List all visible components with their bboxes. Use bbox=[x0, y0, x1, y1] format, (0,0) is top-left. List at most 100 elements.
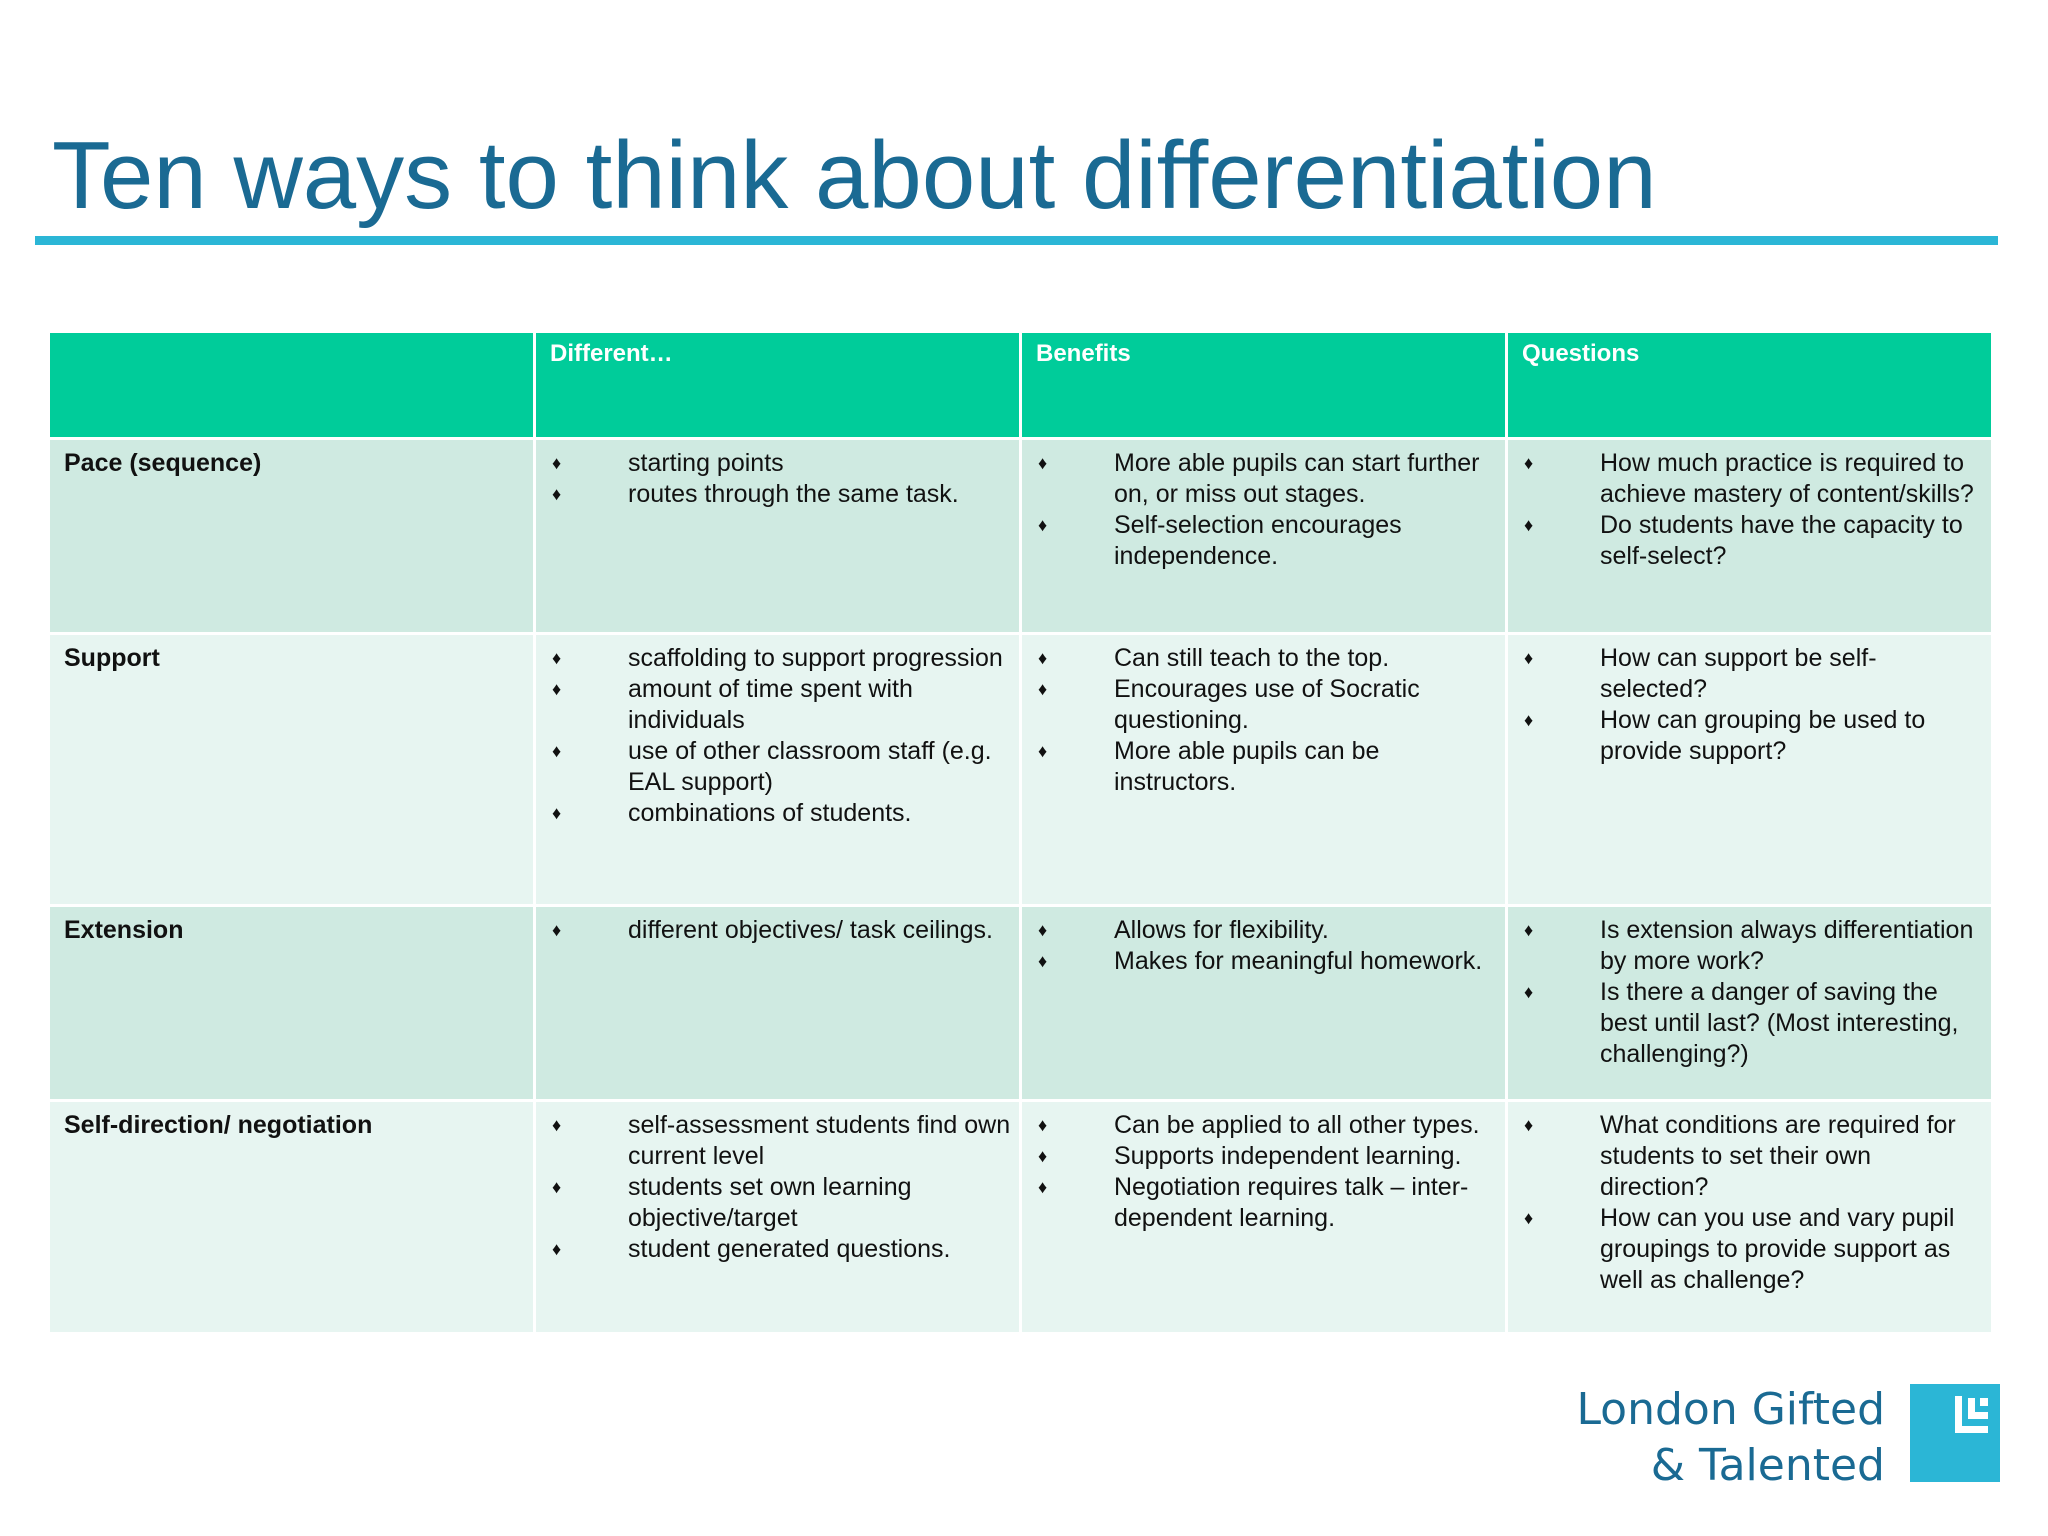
bullet-list: ♦ How can support be self-selected? ♦ How … bbox=[1522, 643, 1983, 767]
list-item-text: combinations of students. bbox=[628, 799, 912, 827]
list-item: ♦ scaffolding to support progression bbox=[550, 643, 1011, 674]
list-item-text: Can be applied to all other types. bbox=[1114, 1111, 1480, 1139]
differentiation-table: Different… Benefits Questions Pace (sequ… bbox=[47, 330, 1994, 1335]
list-item: ♦ What conditions are required for studen… bbox=[1522, 1110, 1983, 1203]
list-item-text: Is there a danger of saving the best unt… bbox=[1600, 978, 1959, 1068]
header-cell-blank bbox=[47, 330, 536, 440]
list-item-text: What conditions are required for student… bbox=[1600, 1111, 1956, 1201]
list-item: ♦ How can grouping be used to provide sup… bbox=[1522, 705, 1983, 767]
list-item-text: How can support be self-selected? bbox=[1600, 644, 1877, 703]
benefits-cell: ♦ Allows for flexibility. ♦ Makes for mean… bbox=[1019, 904, 1508, 1102]
list-item-text: More able pupils can be instructors. bbox=[1114, 737, 1380, 796]
list-item: ♦ Can still teach to the top. bbox=[1036, 643, 1497, 674]
list-item-text: How can you use and vary pupil groupings… bbox=[1600, 1204, 1955, 1294]
header-cell-benefits: Benefits bbox=[1019, 330, 1508, 440]
list-item: ♦ amount of time spent with individuals bbox=[550, 674, 1011, 736]
table-header-row: Different… Benefits Questions bbox=[47, 330, 1994, 440]
list-item-text: Makes for meaningful homework. bbox=[1114, 947, 1483, 975]
table-row: Self-direction/ negotiation ♦ self-assess… bbox=[47, 1099, 1994, 1335]
list-item: ♦ Allows for flexibility. bbox=[1036, 915, 1497, 946]
logo-line-2: & Talented bbox=[1650, 1440, 1885, 1491]
list-item-text: Self-selection encourages independence. bbox=[1114, 511, 1402, 570]
header-cell-different: Different… bbox=[533, 330, 1022, 440]
list-item: ♦ Is extension always differentiation by … bbox=[1522, 915, 1983, 977]
slide-title: Ten ways to think about differentiation bbox=[52, 122, 1657, 229]
bullet-list: ♦ self-assessment students find own curre… bbox=[550, 1110, 1011, 1265]
table-row: Pace (sequence) ♦ starting points ♦ routes… bbox=[47, 437, 1994, 635]
bullet-list: ♦ How much practice is required to achiev… bbox=[1522, 448, 1983, 572]
logo-mark-icon bbox=[1910, 1384, 2000, 1482]
london-gifted-talented-logo: London Gifted & Talented bbox=[1540, 1382, 2000, 1491]
list-item-text: More able pupils can start further on, o… bbox=[1114, 449, 1480, 508]
diamond-bullet-icon: ♦ bbox=[552, 920, 562, 940]
list-item-text: Do students have the capacity to self-se… bbox=[1600, 511, 1963, 570]
list-item: ♦ Can be applied to all other types. bbox=[1036, 1110, 1497, 1141]
benefits-cell: ♦ Can be applied to all other types. ♦ Sup… bbox=[1019, 1099, 1508, 1335]
diamond-bullet-icon: ♦ bbox=[1524, 453, 1534, 473]
list-item: ♦ self-assessment students find own curre… bbox=[550, 1110, 1011, 1172]
bullet-list: ♦ different objectives/ task ceilings. bbox=[550, 915, 1011, 946]
list-item-text: self-assessment students find own curren… bbox=[628, 1111, 1011, 1170]
logo-wordmark: London Gifted & Talented bbox=[1576, 1382, 1885, 1494]
list-item-text: Negotiation requires talk – inter-depend… bbox=[1114, 1173, 1469, 1232]
row-label: Support bbox=[47, 632, 536, 907]
list-item: ♦ routes through the same task. bbox=[550, 479, 1011, 510]
diamond-bullet-icon: ♦ bbox=[1524, 920, 1534, 940]
diamond-bullet-icon: ♦ bbox=[1524, 710, 1534, 730]
table-row: Extension ♦ different objectives/ task ce… bbox=[47, 904, 1994, 1102]
list-item: ♦ More able pupils can be instructors. bbox=[1036, 736, 1497, 798]
diamond-bullet-icon: ♦ bbox=[1038, 679, 1048, 699]
questions-cell: ♦ How much practice is required to achiev… bbox=[1505, 437, 1994, 635]
list-item: ♦ use of other classroom staff (e.g. EAL … bbox=[550, 736, 1011, 798]
list-item: ♦ How can support be self-selected? bbox=[1522, 643, 1983, 705]
benefits-cell: ♦ Can still teach to the top. ♦ Encourages… bbox=[1019, 632, 1508, 907]
list-item-text: Can still teach to the top. bbox=[1114, 644, 1390, 672]
list-item-text: amount of time spent with individuals bbox=[628, 675, 913, 734]
diamond-bullet-icon: ♦ bbox=[552, 1177, 562, 1197]
list-item-text: How can grouping be used to provide supp… bbox=[1600, 706, 1926, 765]
diamond-bullet-icon: ♦ bbox=[1524, 648, 1534, 668]
list-item-text: scaffolding to support progression bbox=[628, 644, 1003, 672]
list-item-text: student generated questions. bbox=[628, 1235, 951, 1263]
diamond-bullet-icon: ♦ bbox=[552, 803, 562, 823]
diamond-bullet-icon: ♦ bbox=[1524, 1208, 1534, 1228]
diamond-bullet-icon: ♦ bbox=[1038, 741, 1048, 761]
diamond-bullet-icon: ♦ bbox=[1524, 1115, 1534, 1135]
title-underline bbox=[35, 236, 1998, 245]
diamond-bullet-icon: ♦ bbox=[552, 1115, 562, 1135]
bullet-list: ♦ Can still teach to the top. ♦ Encourages… bbox=[1036, 643, 1497, 798]
diamond-bullet-icon: ♦ bbox=[1038, 515, 1048, 535]
bullet-list: ♦ What conditions are required for studen… bbox=[1522, 1110, 1983, 1296]
logo-line-1: London Gifted bbox=[1576, 1384, 1885, 1435]
differentiation-table-wrapper: Different… Benefits Questions Pace (sequ… bbox=[47, 330, 1994, 1335]
diamond-bullet-icon: ♦ bbox=[552, 1239, 562, 1259]
list-item: ♦ student generated questions. bbox=[550, 1234, 1011, 1265]
different-cell: ♦ scaffolding to support progression ♦ amo… bbox=[533, 632, 1022, 907]
list-item: ♦ combinations of students. bbox=[550, 798, 1011, 829]
diamond-bullet-icon: ♦ bbox=[1038, 1146, 1048, 1166]
list-item-text: different objectives/ task ceilings. bbox=[628, 916, 994, 944]
bullet-list: ♦ Can be applied to all other types. ♦ Sup… bbox=[1036, 1110, 1497, 1234]
row-label: Self-direction/ negotiation bbox=[47, 1099, 536, 1335]
benefits-cell: ♦ More able pupils can start further on, … bbox=[1019, 437, 1508, 635]
questions-cell: ♦ What conditions are required for studen… bbox=[1505, 1099, 1994, 1335]
list-item-text: Allows for flexibility. bbox=[1114, 916, 1329, 944]
diamond-bullet-icon: ♦ bbox=[1524, 982, 1534, 1002]
different-cell: ♦ different objectives/ task ceilings. bbox=[533, 904, 1022, 1102]
diamond-bullet-icon: ♦ bbox=[552, 648, 562, 668]
list-item-text: How much practice is required to achieve… bbox=[1600, 449, 1974, 508]
list-item: ♦ How can you use and vary pupil grouping… bbox=[1522, 1203, 1983, 1296]
row-label: Extension bbox=[47, 904, 536, 1102]
questions-cell: ♦ Is extension always differentiation by … bbox=[1505, 904, 1994, 1102]
diamond-bullet-icon: ♦ bbox=[1038, 1115, 1048, 1135]
list-item: ♦ Is there a danger of saving the best un… bbox=[1522, 977, 1983, 1070]
questions-cell: ♦ How can support be self-selected? ♦ How … bbox=[1505, 632, 1994, 907]
bullet-list: ♦ scaffolding to support progression ♦ amo… bbox=[550, 643, 1011, 829]
header-cell-questions: Questions bbox=[1505, 330, 1994, 440]
diamond-bullet-icon: ♦ bbox=[1038, 1177, 1048, 1197]
bullet-list: ♦ More able pupils can start further on, … bbox=[1036, 448, 1497, 572]
list-item-text: Encourages use of Socratic questioning. bbox=[1114, 675, 1420, 734]
row-label: Pace (sequence) bbox=[47, 437, 536, 635]
table-row: Support ♦ scaffolding to support progress… bbox=[47, 632, 1994, 907]
